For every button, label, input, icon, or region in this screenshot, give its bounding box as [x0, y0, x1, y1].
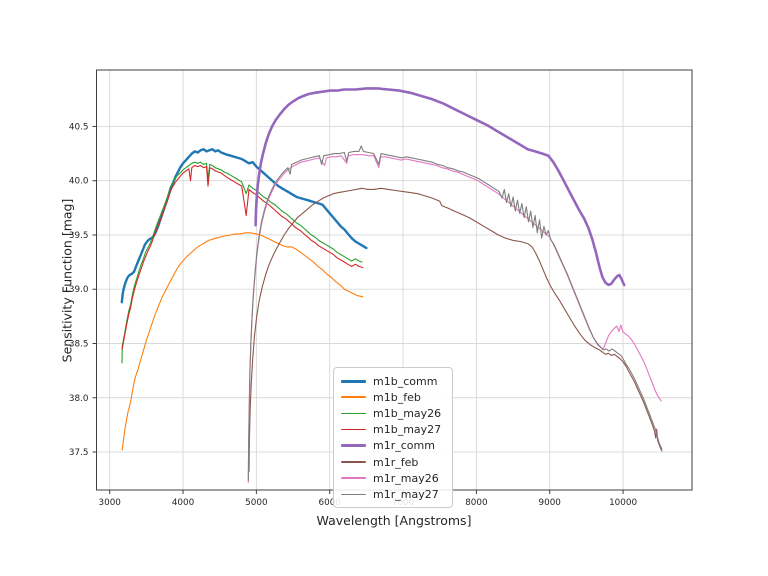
x-tick-label: 4000 — [172, 498, 195, 508]
x-tick-label: 10000 — [609, 498, 637, 508]
legend-entry-m1r_may26: m1r_may26 — [341, 470, 443, 486]
x-tick-label: 6000 — [319, 498, 342, 508]
legend-label: m1r_may27 — [373, 487, 439, 501]
y-tick-label: 39.0 — [69, 285, 89, 295]
legend-label: m1r_may26 — [373, 471, 439, 485]
legend-entry-m1r_may27: m1r_may27 — [341, 486, 443, 502]
series-line-m1b_feb — [121, 232, 364, 451]
legend-line-sample-m1b_feb — [341, 396, 366, 399]
legend-entry-m1b_feb: m1b_feb — [341, 389, 443, 405]
legend-label: m1b_comm — [373, 374, 438, 388]
legend-label: m1r_feb — [373, 455, 419, 469]
legend-line-sample-m1b_comm — [341, 379, 366, 383]
series-line-m1b_may27 — [121, 164, 364, 350]
y-tick-label: 37.5 — [69, 448, 89, 458]
legend-label: m1b_may27 — [373, 423, 442, 437]
y-tick-label: 38.0 — [69, 394, 89, 404]
legend-line-sample-m1r_comm — [341, 444, 366, 448]
x-tick-label: 9000 — [539, 498, 562, 508]
legend-entry-m1r_comm: m1r_comm — [341, 438, 443, 454]
series-line-m1r_comm — [254, 87, 626, 287]
legend-entry-m1b_may26: m1b_may26 — [341, 405, 443, 421]
y-axis-label: Sensitivity Function [mag] — [59, 198, 75, 363]
legend-entry-m1b_may27: m1b_may27 — [341, 422, 443, 438]
x-tick-label: 3000 — [99, 498, 122, 508]
x-axis-label: Wavelength [Angstroms] — [316, 513, 472, 528]
legend-line-sample-m1b_may27 — [341, 428, 366, 431]
legend: m1b_comm m1b_feb m1b_may26 m1b_may27 m1r_com… — [333, 367, 453, 508]
legend-line-sample-m1r_may27 — [341, 493, 366, 496]
legend-label: m1b_may26 — [373, 406, 442, 420]
y-tick-label: 40.0 — [69, 177, 89, 187]
series-line-m1r_may26 — [247, 154, 662, 483]
legend-entry-m1b_comm: m1b_comm — [341, 373, 443, 389]
legend-entry-m1r_feb: m1r_feb — [341, 454, 443, 470]
y-tick-label: 38.5 — [69, 339, 89, 349]
y-tick-label: 40.5 — [69, 122, 89, 132]
legend-label: m1b_feb — [373, 390, 421, 404]
legend-label: m1r_comm — [373, 439, 435, 453]
legend-line-sample-m1r_feb — [341, 461, 366, 463]
x-tick-label: 5000 — [245, 498, 268, 508]
legend-line-sample-m1b_may26 — [341, 412, 366, 415]
legend-line-sample-m1r_may26 — [341, 477, 366, 480]
x-tick-label: 8000 — [465, 498, 488, 508]
series-line-m1b_may26 — [121, 161, 363, 364]
y-tick-label: 39.5 — [69, 231, 89, 241]
series-line-m1r_may27 — [247, 145, 663, 481]
series-line-m1r_feb — [248, 187, 663, 473]
